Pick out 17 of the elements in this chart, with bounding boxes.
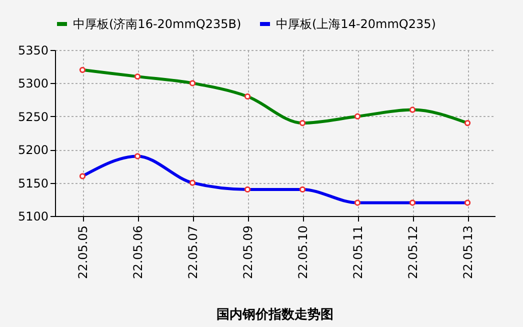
x-tick-label: 22.05.12 — [406, 226, 420, 279]
x-tick-label: 22.05.13 — [461, 226, 475, 279]
y-tick-label: 5100 — [18, 210, 48, 224]
text: 国内钢价指数走势图 — [216, 306, 334, 322]
x-tick-label: 22.05.10 — [296, 226, 310, 279]
y-tick-label: 5200 — [18, 143, 48, 158]
y-tick-label: 5150 — [18, 176, 48, 190]
x-tick-label: 22.05.07 — [186, 226, 200, 279]
x-tick-label: 22.05.11 — [351, 226, 365, 279]
y-tick-label: 5300 — [18, 76, 48, 91]
y-tick-label: 5250 — [18, 110, 48, 124]
x-tick-label: 22.05.05 — [76, 226, 90, 279]
x-tick-label: 22.05.09 — [241, 226, 255, 279]
y-tick-label: 5350 — [18, 44, 48, 58]
legend-label: 中厚板(济南16-20mmQ235B) — [73, 17, 242, 31]
legend-label: 中厚板(上海14-20mmQ235) — [276, 17, 436, 31]
x-tick-label: 22.05.06 — [131, 226, 145, 279]
